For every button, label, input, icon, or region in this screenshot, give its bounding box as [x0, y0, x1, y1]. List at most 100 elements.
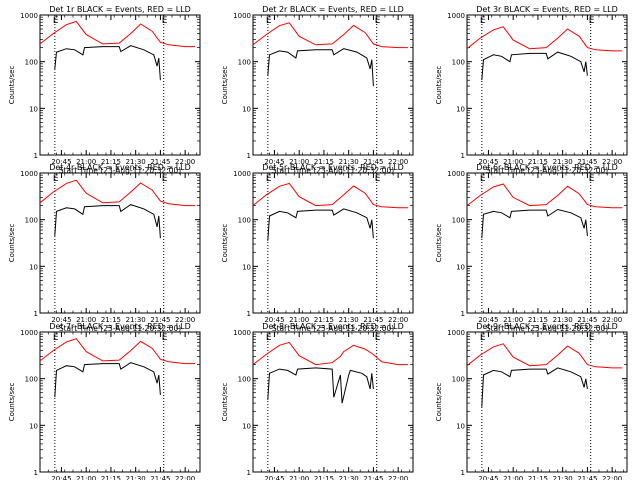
x-tick-label: 21:15: [528, 158, 548, 166]
x-tick-label: 21:45: [150, 475, 170, 480]
lld-series-line: [252, 341, 409, 366]
marker-e-label: E: [375, 174, 381, 184]
y-tick-label: 100: [238, 59, 251, 67]
x-tick-label: 21:00: [76, 316, 96, 324]
y-tick-label: 10: [29, 263, 38, 271]
y-tick-label: 1000: [447, 170, 465, 178]
marker-e-label: E: [589, 333, 595, 343]
x-tick-label: 20:45: [478, 316, 498, 324]
plot-frame: [39, 172, 201, 314]
x-tick-label: 21:15: [528, 475, 548, 480]
y-tick-label: 1: [247, 152, 251, 160]
marker-e-label: E: [375, 16, 381, 26]
x-tick-label: 21:00: [503, 158, 523, 166]
x-tick-label: 21:15: [314, 475, 334, 480]
y-tick-label: 10: [242, 422, 251, 430]
marker-e-label: E: [375, 333, 381, 343]
lld-series-line: [466, 26, 623, 52]
lld-series-line: [39, 20, 196, 48]
x-tick-label: 21:15: [528, 316, 548, 324]
lld-series-line: [39, 338, 196, 365]
y-tick-label: 1000: [233, 170, 251, 178]
x-tick-label: 21:00: [289, 158, 309, 166]
x-tick-label: 21:45: [363, 475, 383, 480]
y-axis-label: Counts/sec: [221, 383, 229, 422]
events-series-line: [54, 204, 161, 239]
x-tick-label: 20:45: [264, 158, 284, 166]
x-tick-label: 21:30: [339, 158, 359, 166]
y-tick-label: 10: [242, 263, 251, 271]
x-tick-label: 20:45: [264, 316, 284, 324]
plot-frame: [252, 14, 414, 156]
panel-title: Det 5r BLACK = Events, RED = LLD: [262, 163, 404, 172]
y-tick-label: 1: [461, 469, 465, 477]
x-tick-label: 21:45: [363, 316, 383, 324]
panel-title: Det 4r BLACK = Events, RED = LLD: [49, 163, 191, 172]
y-tick-label: 1000: [447, 12, 465, 20]
y-tick-label: 10: [456, 105, 465, 113]
x-tick-label: 22:00: [602, 316, 622, 324]
y-tick-label: 10: [29, 422, 38, 430]
x-tick-label: 21:45: [577, 475, 597, 480]
panel-title: Det 6r BLACK = Events, RED = LLD: [476, 163, 618, 172]
y-axis-label: Counts/sec: [435, 383, 443, 422]
plot-frame: [466, 14, 628, 156]
x-axis-label: Start Time (23-Aug-11 20:32:00): [486, 324, 608, 333]
y-tick-label: 1: [34, 469, 38, 477]
x-tick-label: 21:45: [577, 316, 597, 324]
y-tick-label: 1: [461, 310, 465, 318]
marker-e-label: E: [53, 16, 59, 26]
x-tick-label: 20:45: [51, 316, 71, 324]
x-tick-label: 22:00: [175, 158, 195, 166]
x-tick-label: 21:30: [126, 316, 146, 324]
x-axis-label: Start Time (23-Aug-11 20:32:00): [272, 166, 394, 175]
panel-title: Det 1r BLACK = Events, RED = LLD: [49, 5, 191, 14]
y-tick-label: 100: [452, 376, 465, 384]
y-tick-label: 1000: [233, 12, 251, 20]
marker-e-label: E: [480, 174, 486, 184]
detector-panel: Det 7r BLACK = Events, RED = LLD E E 1 10 100…: [8, 322, 201, 480]
x-axis-label: Start Time (23-Aug-11 20:32:00): [486, 166, 608, 175]
y-tick-label: 1: [461, 152, 465, 160]
events-series-line: [267, 48, 374, 87]
x-tick-label: 21:30: [339, 316, 359, 324]
y-tick-label: 10: [456, 263, 465, 271]
panel-title: Det 9r BLACK = Events, RED = LLD: [476, 322, 618, 331]
lld-series-line: [466, 343, 623, 369]
x-tick-label: 21:00: [503, 316, 523, 324]
y-tick-label: 1000: [20, 12, 38, 20]
y-axis-label: Counts/sec: [221, 224, 229, 263]
y-axis-label: Counts/sec: [221, 66, 229, 105]
x-tick-label: 21:30: [553, 316, 573, 324]
events-series-line: [54, 362, 161, 398]
y-tick-label: 10: [242, 105, 251, 113]
x-tick-label: 21:00: [76, 158, 96, 166]
y-tick-label: 100: [25, 217, 38, 225]
x-tick-label: 21:30: [553, 158, 573, 166]
x-tick-label: 20:45: [264, 475, 284, 480]
panel-title: Det 2r BLACK = Events, RED = LLD: [262, 5, 404, 14]
x-axis-label: Start Time (23-Aug-11 20:32:00): [59, 324, 181, 333]
detector-panel: Det 6r BLACK = Events, RED = LLD E E 1 10 100…: [435, 163, 628, 333]
y-tick-label: 1000: [233, 329, 251, 337]
x-tick-label: 21:15: [314, 316, 334, 324]
events-series-line: [267, 367, 374, 404]
marker-e-label: E: [480, 16, 486, 26]
x-axis-label: Start Time (23-Aug-11 20:32:00): [272, 324, 394, 333]
y-tick-label: 100: [452, 59, 465, 67]
events-series-line: [481, 51, 588, 81]
plot-frame: [252, 331, 414, 473]
detector-panel: Det 5r BLACK = Events, RED = LLD E E 1 10 100…: [221, 163, 414, 333]
y-tick-label: 1: [247, 310, 251, 318]
x-tick-label: 21:00: [289, 316, 309, 324]
x-tick-label: 22:00: [388, 316, 408, 324]
y-tick-label: 100: [238, 376, 251, 384]
lld-series-line: [252, 182, 409, 209]
marker-e-label: E: [162, 16, 168, 26]
y-tick-label: 100: [452, 217, 465, 225]
marker-e-label: E: [589, 174, 595, 184]
lld-series-line: [39, 179, 196, 207]
plot-frame: [466, 172, 628, 314]
y-tick-label: 100: [25, 59, 38, 67]
y-tick-label: 100: [238, 217, 251, 225]
